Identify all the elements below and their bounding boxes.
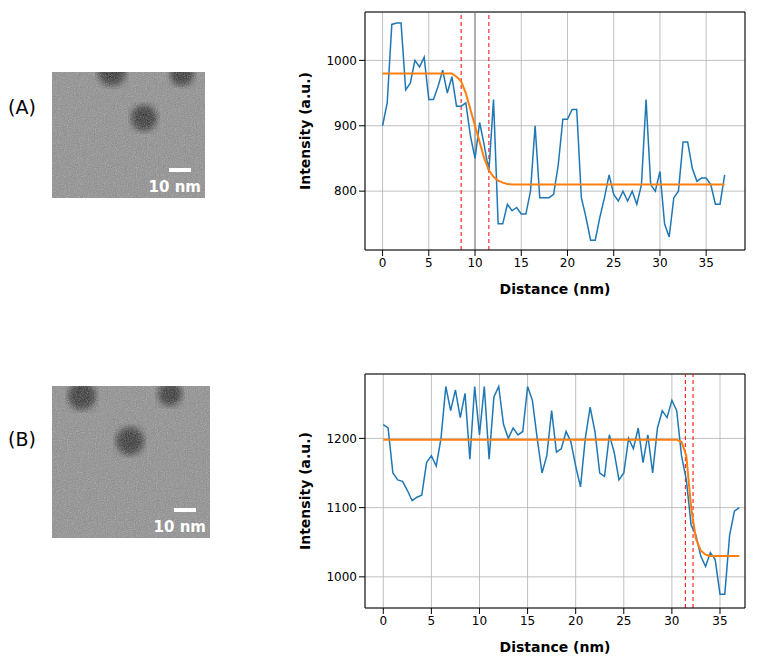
svg-text:800: 800 bbox=[334, 184, 357, 198]
svg-text:1000: 1000 bbox=[326, 570, 357, 584]
html-text:(A): (A) bbox=[8, 96, 36, 118]
svg-text:15: 15 bbox=[514, 256, 529, 270]
svg-text:0: 0 bbox=[379, 256, 387, 270]
svg-text:Distance (nm): Distance (nm) bbox=[500, 281, 611, 297]
svg-text:35: 35 bbox=[712, 614, 727, 628]
svg-text:25: 25 bbox=[616, 614, 631, 628]
svg-text:1000: 1000 bbox=[326, 54, 357, 68]
svg-text:Intensity (a.u.): Intensity (a.u.) bbox=[297, 432, 313, 550]
svg-text:Distance (nm): Distance (nm) bbox=[500, 639, 611, 655]
svg-text:10 nm: 10 nm bbox=[154, 518, 206, 536]
svg-text:Intensity (a.u.): Intensity (a.u.) bbox=[297, 72, 313, 190]
svg-text:30: 30 bbox=[652, 256, 667, 270]
svg-text:25: 25 bbox=[606, 256, 621, 270]
svg-text:35: 35 bbox=[699, 256, 714, 270]
svg-text:1100: 1100 bbox=[326, 501, 357, 515]
html-text:(B): (B) bbox=[8, 428, 36, 450]
svg-text:5: 5 bbox=[428, 614, 436, 628]
svg-text:30: 30 bbox=[664, 614, 679, 628]
svg-text:20: 20 bbox=[568, 614, 583, 628]
svg-text:20: 20 bbox=[560, 256, 575, 270]
svg-text:10 nm: 10 nm bbox=[149, 178, 201, 196]
svg-text:0: 0 bbox=[379, 614, 387, 628]
svg-text:5: 5 bbox=[425, 256, 433, 270]
svg-text:10: 10 bbox=[467, 256, 482, 270]
svg-text:10: 10 bbox=[472, 614, 487, 628]
svg-text:1200: 1200 bbox=[326, 432, 357, 446]
svg-text:15: 15 bbox=[520, 614, 535, 628]
svg-text:900: 900 bbox=[334, 119, 357, 133]
